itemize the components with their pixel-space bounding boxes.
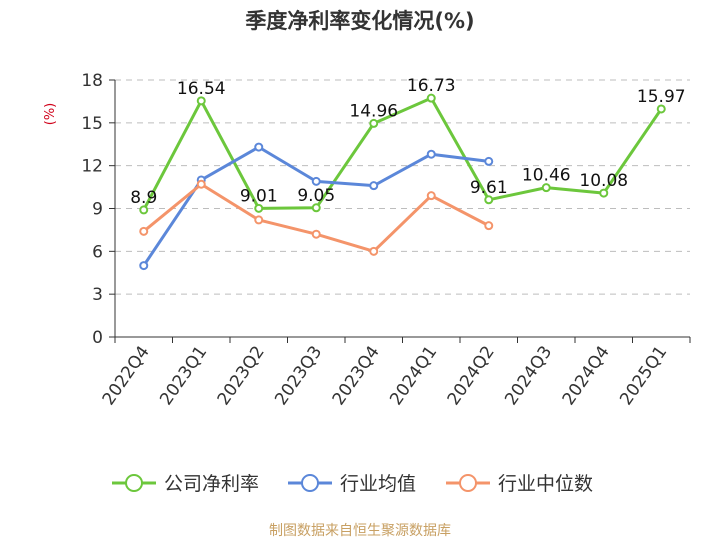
series-point-0	[656, 104, 666, 114]
legend-item-2[interactable]: 行业中位数	[446, 473, 593, 495]
series-point-2	[426, 191, 436, 201]
series-point-1	[369, 181, 379, 191]
x-tick-label: 2023Q2	[214, 342, 269, 409]
legend-item-0[interactable]: 公司净利率	[112, 473, 259, 495]
series-point-0	[254, 203, 264, 213]
data-label: 9.61	[470, 178, 508, 198]
x-tick-label: 2023Q1	[156, 342, 211, 409]
series-point-2	[196, 179, 206, 189]
y-tick-label: 18	[81, 71, 103, 91]
legend-marker	[125, 474, 143, 492]
series-point-2	[311, 229, 321, 239]
legend[interactable]: 公司净利率 行业均值 行业中位数	[112, 473, 593, 495]
series-point-0	[426, 93, 436, 103]
x-tick-label: 2024Q3	[501, 342, 556, 409]
series-point-1	[311, 176, 321, 186]
data-label: 16.73	[407, 76, 456, 96]
series-point-2	[484, 221, 494, 231]
y-tick-label: 9	[92, 200, 103, 220]
legend-label: 行业中位数	[498, 473, 593, 495]
series-point-2	[139, 226, 149, 236]
legend-label: 行业均值	[340, 473, 416, 495]
data-label: 8.9	[130, 188, 157, 208]
series-point-0	[311, 203, 321, 213]
series-layer	[139, 93, 666, 271]
series-point-0	[369, 118, 379, 128]
data-label: 16.54	[177, 79, 226, 99]
grid	[115, 79, 690, 295]
data-label: 10.08	[579, 171, 628, 191]
y-tick-label: 6	[92, 242, 103, 262]
data-label: 14.96	[349, 101, 398, 121]
series-point-2	[369, 246, 379, 256]
series-point-1	[426, 149, 436, 159]
data-label: 9.01	[240, 186, 278, 206]
data-label: 10.46	[522, 166, 571, 186]
y-tick-label: 12	[81, 157, 103, 177]
series-point-1	[254, 142, 264, 152]
source-note: 制图数据来自恒生聚源数据库	[269, 523, 451, 539]
chart-title: 季度净利率变化情况(%)	[245, 9, 474, 33]
y-tick-label: 3	[92, 285, 103, 305]
y-tick-label: 0	[92, 328, 103, 348]
legend-marker	[459, 474, 477, 492]
x-tick-label: 2023Q4	[329, 342, 384, 409]
series-point-0	[139, 205, 149, 215]
x-tick-label: 2022Q4	[99, 342, 154, 409]
legend-item-1[interactable]: 行业均值	[288, 473, 416, 495]
series-line-0	[142, 96, 663, 211]
series-point-0	[484, 195, 494, 205]
x-tick-label: 2024Q2	[444, 342, 499, 409]
series-point-0	[541, 183, 551, 193]
series-point-1	[484, 156, 494, 166]
series-point-0	[599, 188, 609, 198]
x-tick-label: 2023Q3	[271, 342, 326, 409]
x-tick-label: 2025Q1	[616, 342, 671, 409]
legend-label: 公司净利率	[164, 473, 259, 495]
x-tick-label: 2024Q4	[559, 342, 614, 409]
series-point-0	[196, 96, 206, 106]
data-labels: 8.9 16.54 9.01 9.05 14.96 16.73 9.61 10.46 10.08…	[130, 76, 685, 208]
data-label: 15.97	[637, 87, 686, 107]
series-point-2	[254, 215, 264, 225]
y-tick-label: 15	[81, 114, 103, 134]
y-axis-label: (%)	[43, 103, 58, 126]
legend-marker	[301, 474, 319, 492]
x-tick-label: 2024Q1	[386, 342, 441, 409]
series-point-1	[139, 261, 149, 271]
data-label: 9.05	[297, 186, 335, 206]
